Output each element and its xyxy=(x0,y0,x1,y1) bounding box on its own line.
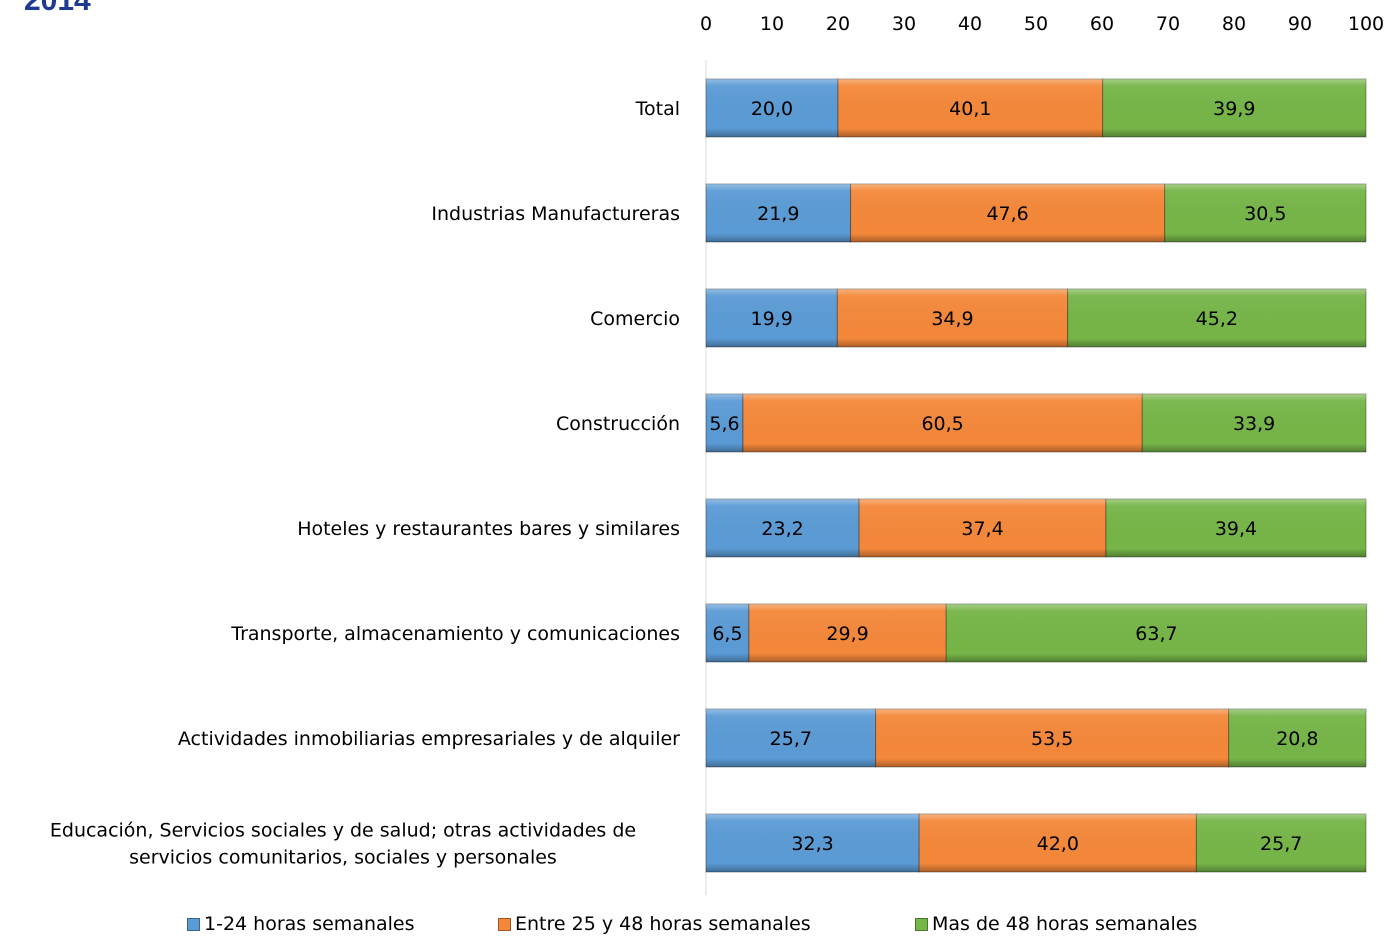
data-labels: 20,0 40,1 39,9 21,9 47,6 30,5 19,9 34,9 45,2 5,6 6… xyxy=(709,98,1318,855)
bar-bevel xyxy=(946,604,1367,662)
bar-bevel xyxy=(742,394,1143,452)
data-label: 37,4 xyxy=(961,518,1003,540)
data-label: 20,8 xyxy=(1276,728,1318,750)
x-tick-label: 60 xyxy=(1090,13,1114,35)
data-label: 34,9 xyxy=(931,308,973,330)
data-label: 39,4 xyxy=(1215,518,1257,540)
x-tick-label: 90 xyxy=(1288,13,1312,35)
bar-bevel xyxy=(837,289,1068,347)
bar-bevel xyxy=(706,604,749,662)
bar-bevel xyxy=(919,814,1197,872)
data-label: 25,7 xyxy=(770,728,812,750)
legend-label: Mas de 48 horas semanales xyxy=(932,913,1198,935)
category-label: Educación, Servicios sociales y de salud… xyxy=(50,820,636,869)
data-label: 32,3 xyxy=(791,833,833,855)
data-label: 30,5 xyxy=(1244,203,1286,225)
bar-bevel xyxy=(838,79,1103,137)
data-label: 47,6 xyxy=(986,203,1028,225)
legend-label: Entre 25 y 48 horas semanales xyxy=(515,913,811,935)
bar-bevel xyxy=(1196,814,1366,872)
data-label: 33,9 xyxy=(1233,413,1275,435)
data-label: 39,9 xyxy=(1213,98,1255,120)
bar-bevel xyxy=(875,709,1229,767)
bar-bevel xyxy=(1142,394,1366,452)
x-tick-label: 20 xyxy=(826,13,850,35)
data-label: 23,2 xyxy=(761,518,803,540)
bar-bevel xyxy=(706,289,838,347)
x-tick-label: 40 xyxy=(958,13,982,35)
data-label: 6,5 xyxy=(712,623,742,645)
data-label: 53,5 xyxy=(1031,728,1073,750)
category-label: Comercio xyxy=(590,308,680,330)
legend: 1-24 horas semanales Entre 25 y 48 horas … xyxy=(0,913,1390,939)
x-tick-label: 30 xyxy=(892,13,916,35)
legend-item: Mas de 48 horas semanales xyxy=(915,913,1197,935)
data-label: 29,9 xyxy=(826,623,868,645)
bar-bevel xyxy=(850,184,1165,242)
category-label: Actividades inmobiliarias empresariales … xyxy=(178,728,680,750)
bar-bevel xyxy=(1228,709,1366,767)
bar-bevel xyxy=(1102,79,1366,137)
bar-bevel xyxy=(706,499,860,557)
category-labels: Total Industrias Manufactureras Comercio Co… xyxy=(50,98,680,869)
x-tick-label: 10 xyxy=(760,13,784,35)
category-label: Industrias Manufactureras xyxy=(431,203,680,225)
x-tick-label: 0 xyxy=(700,13,712,35)
legend-swatch xyxy=(498,917,511,931)
x-tick-label: 50 xyxy=(1024,13,1048,35)
category-label: Transporte, almacenamiento y comunicacio… xyxy=(230,623,680,645)
bars xyxy=(705,78,1368,873)
legend-item: 1-24 horas semanales xyxy=(187,913,415,935)
x-tick-label: 80 xyxy=(1222,13,1246,35)
data-label: 42,0 xyxy=(1037,833,1079,855)
bar-bevel xyxy=(1105,499,1366,557)
data-label: 19,9 xyxy=(751,308,793,330)
bar-bevel xyxy=(706,394,743,452)
bar-bevel xyxy=(1067,289,1366,347)
bar-bevel xyxy=(706,709,876,767)
category-label: Total xyxy=(635,98,680,120)
data-label: 21,9 xyxy=(757,203,799,225)
bar-bevel xyxy=(1164,184,1366,242)
legend-swatch xyxy=(915,917,928,931)
bar-bevel xyxy=(706,814,920,872)
category-label: Hoteles y restaurantes bares y similares xyxy=(297,518,680,540)
data-label: 63,7 xyxy=(1135,623,1177,645)
stacked-bar-chart: 0 10 20 30 40 50 60 70 80 90 100 Total Industrias M… xyxy=(50,13,1384,895)
legend-item: Entre 25 y 48 horas semanales xyxy=(498,913,811,935)
x-tick-label: 70 xyxy=(1156,13,1180,35)
data-label: 45,2 xyxy=(1196,308,1238,330)
bar-bevel xyxy=(859,499,1106,557)
category-label: Construcción xyxy=(556,413,680,435)
page-title: 2014 xyxy=(24,0,91,17)
data-label: 20,0 xyxy=(751,98,793,120)
x-tick-label: 100 xyxy=(1348,13,1384,35)
data-label: 40,1 xyxy=(949,98,991,120)
legend-swatch xyxy=(187,917,200,931)
bar-bevel xyxy=(706,184,851,242)
bar-bevel xyxy=(748,604,947,662)
data-label: 60,5 xyxy=(921,413,963,435)
data-label: 25,7 xyxy=(1260,833,1302,855)
bar-bevel xyxy=(706,79,838,137)
legend-label: 1-24 horas semanales xyxy=(204,913,415,935)
data-label: 5,6 xyxy=(709,413,739,435)
